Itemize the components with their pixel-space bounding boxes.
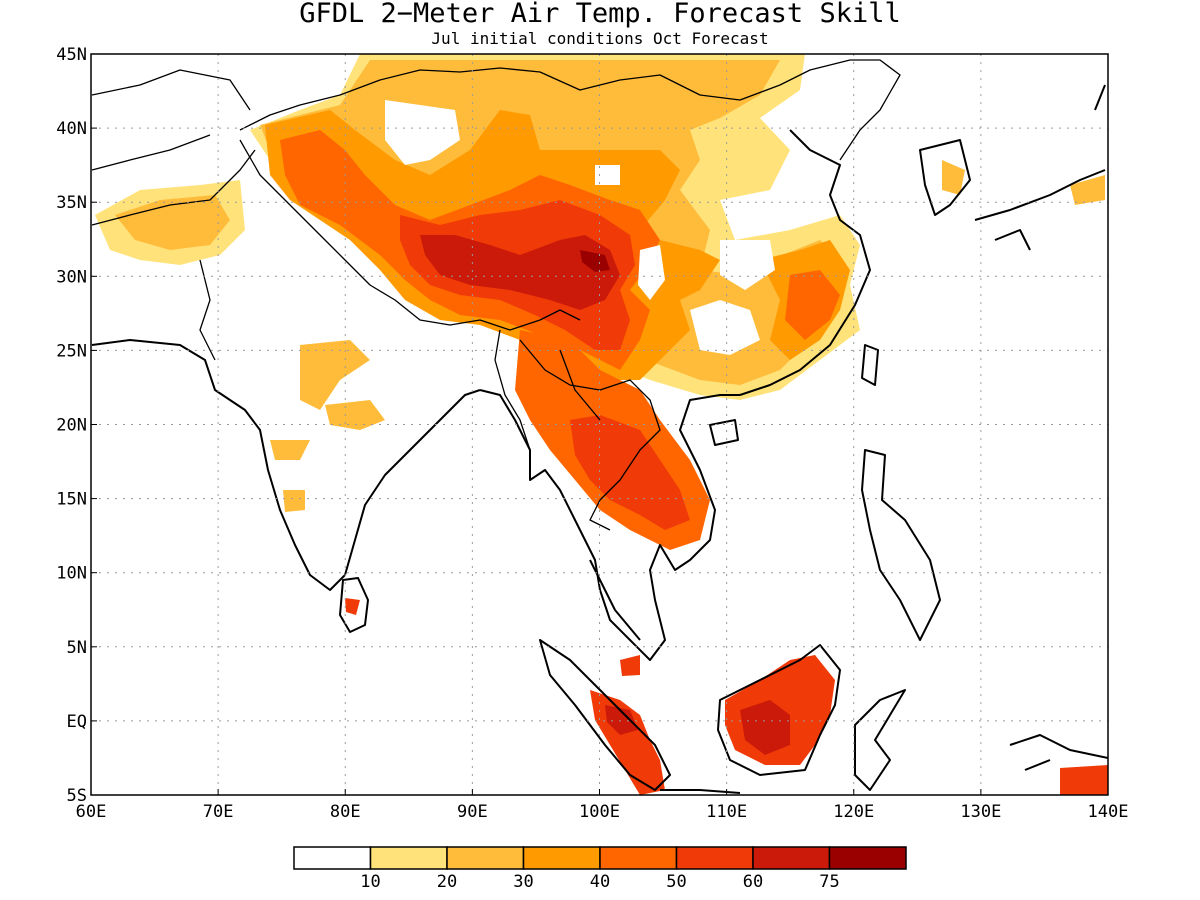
coast-india [91, 339, 481, 591]
border-china-north [239, 59, 901, 161]
x-tick-label: 70E [203, 802, 234, 822]
x-tick-label: 130E [960, 802, 1001, 822]
colorbar-label: 50 [666, 872, 686, 892]
skill-region-india [300, 340, 370, 410]
coast-taiwan [861, 344, 879, 386]
y-tick-label: 15N [56, 490, 87, 510]
skill-region-plateau-75 [580, 250, 610, 272]
x-tick-label: 110E [706, 802, 747, 822]
x-tick-label: 90E [457, 802, 488, 822]
skill-hole-south-china [690, 300, 760, 355]
skill-region-indochina-50 [570, 415, 690, 530]
axis-ticks: 60E 70E 80E 90E 100E 110E 120E 130E 140E 45N 40N 35… [56, 45, 1128, 822]
skill-region-india-4 [283, 490, 305, 512]
y-tick-label: 5N [67, 638, 87, 658]
coast-japan [974, 84, 1106, 251]
coastlines [91, 84, 1108, 794]
y-tick-label: 35N [56, 193, 87, 213]
border-indochina [519, 339, 661, 531]
colorbar-swatch [522, 846, 601, 870]
border-myanmar [494, 329, 601, 451]
coast-new-guinea [1009, 734, 1108, 771]
skill-region-new-guinea [1060, 765, 1108, 795]
x-tick-label: 60E [76, 802, 107, 822]
skill-field [95, 54, 1108, 795]
skill-region-japan [1070, 175, 1105, 205]
skill-region-india-2 [325, 400, 385, 430]
skill-hole-sichuan [638, 245, 665, 300]
y-tick-label: 30N [56, 267, 87, 287]
y-tick-label: 40N [56, 119, 87, 139]
skill-region-india-3 [270, 440, 310, 460]
y-tick-label: 5S [67, 786, 87, 806]
skill-region-sumatra-north [620, 655, 640, 676]
map-title: GFDL 2−Meter Air Temp. Forecast Skill [299, 0, 900, 29]
x-tick-label: 80E [330, 802, 361, 822]
colorbar-label: 60 [743, 872, 763, 892]
skill-region-plateau-60 [420, 235, 620, 310]
y-tick-label: 45N [56, 45, 87, 65]
colorbar-swatch [752, 846, 831, 870]
colorbar-swatch [446, 846, 525, 870]
skill-hole-taklamakan [385, 100, 460, 165]
coast-sri-lanka [339, 577, 369, 633]
y-tick-label: EQ [67, 712, 87, 732]
skill-region-borneo-60 [740, 700, 790, 755]
y-tick-label: 10N [56, 564, 87, 584]
country-borders [91, 59, 901, 531]
x-tick-label: 120E [833, 802, 874, 822]
plot-area [91, 54, 1108, 795]
skill-region-se-china-40 [785, 270, 840, 340]
coast-malaya [589, 559, 641, 641]
skill-region-sumatra-60 [605, 705, 638, 735]
coast-hainan [709, 419, 739, 446]
colorbar-swatch [828, 846, 907, 870]
x-tick-label: 140E [1088, 802, 1129, 822]
skill-region-sri-lanka [345, 598, 360, 615]
skill-region-west-20 [115, 195, 230, 250]
skill-region-korea [942, 160, 965, 195]
border-pakistan [91, 149, 256, 361]
coast-korea [919, 139, 971, 216]
coast-borneo [717, 644, 841, 776]
coast-philippines [861, 449, 941, 641]
coast-java [660, 789, 741, 794]
border-himalaya [239, 139, 581, 331]
border-central-asia [91, 69, 251, 171]
colorbar-label: 10 [360, 872, 380, 892]
gridlines [91, 54, 1108, 795]
y-tick-label: 20N [56, 416, 87, 436]
skill-hole-mongolia [595, 165, 620, 185]
x-tick-label: 100E [579, 802, 620, 822]
colorbar-label: 40 [590, 872, 610, 892]
colorbar-swatch [369, 846, 448, 870]
colorbar-swatch [293, 846, 372, 870]
skill-hole-north-china [720, 240, 775, 290]
colorbar-legend: 10 20 30 40 50 60 75 [293, 846, 907, 892]
coast-china [739, 129, 871, 396]
coast-indochina [479, 389, 740, 661]
colorbar-label: 20 [437, 872, 457, 892]
colorbar-label: 30 [513, 872, 533, 892]
map-subtitle: Jul initial conditions Oct Forecast [431, 29, 768, 48]
colorbar-swatch [599, 846, 678, 870]
coast-sumatra [539, 639, 671, 791]
coast-sulawesi [854, 689, 906, 791]
colorbar-swatch [675, 846, 754, 870]
colorbar-label: 75 [819, 872, 839, 892]
y-tick-label: 25N [56, 341, 87, 361]
